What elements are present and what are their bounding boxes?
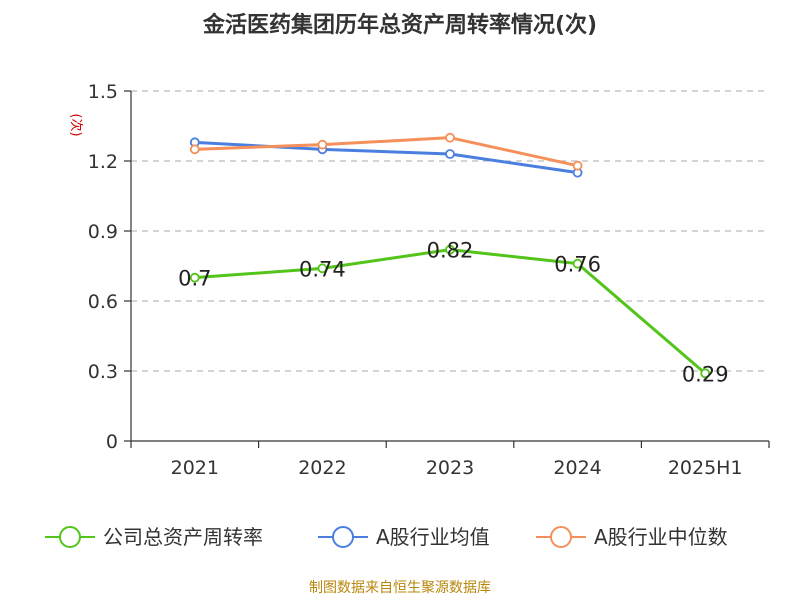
data-point[interactable] — [189, 144, 200, 155]
legend-item-0[interactable]: 公司总资产周转率 — [45, 525, 263, 549]
series-line — [194, 136, 578, 168]
axes: 0 0.3 0.6 0.9 1.2 1.5 2021 2022 2023 2024 2025H1 — [88, 81, 770, 479]
data-label: 0.74 — [299, 257, 346, 281]
data-point[interactable] — [317, 139, 328, 150]
data-point[interactable] — [572, 258, 583, 269]
x-tick-label: 2024 — [553, 457, 601, 479]
data-label: 0.76 — [554, 253, 601, 277]
data-point[interactable] — [189, 272, 200, 283]
y-tick-label: 1.5 — [88, 81, 118, 103]
chart-title: 金活医药集团历年总资产周转率情况(次) — [202, 12, 597, 38]
y-axis-label: (次) — [68, 113, 84, 136]
legend-swatch-marker — [59, 526, 81, 548]
legend-label: A股行业中位数 — [594, 525, 728, 549]
data-point[interactable] — [445, 244, 455, 255]
legend-item-2[interactable]: A股行业中位数 — [536, 525, 728, 549]
x-tick-label: 2025H1 — [668, 457, 743, 479]
x-tick-label: 2021 — [171, 457, 219, 479]
legend-label: 公司总资产周转率 — [103, 525, 263, 549]
y-tick-label: 0.9 — [88, 221, 118, 243]
y-tick-label: 0.3 — [88, 361, 118, 383]
legend[interactable]: 公司总资产周转率 A股行业均值 A股行业中位数 — [45, 525, 728, 549]
series-2 — [189, 132, 583, 171]
data-label: 0.7 — [178, 267, 211, 291]
data-point[interactable] — [445, 149, 455, 159]
legend-swatch-marker — [550, 526, 572, 548]
legend-swatch-marker — [332, 526, 354, 548]
y-tick-label: 0.6 — [88, 291, 118, 313]
series-line — [194, 248, 707, 375]
data-label: 0.29 — [682, 362, 729, 386]
data-point[interactable] — [317, 263, 328, 274]
x-tick-label: 2022 — [298, 457, 346, 479]
y-tick-label: 1.2 — [88, 151, 118, 173]
data-source: 制图数据来自恒生聚源数据库 — [309, 580, 491, 596]
data-label: 0.82 — [427, 239, 474, 263]
legend-label: A股行业均值 — [376, 525, 490, 549]
series-0 — [189, 244, 711, 379]
gridlines — [131, 90, 769, 372]
data-point[interactable] — [445, 132, 455, 143]
data-labels: 0.7 0.74 0.82 0.76 0.29 — [178, 239, 728, 387]
series-1 — [189, 137, 583, 178]
data-point[interactable] — [572, 160, 583, 171]
legend-item-1[interactable]: A股行业均值 — [318, 525, 490, 549]
x-tick-label: 2023 — [426, 457, 474, 479]
y-tick-label: 0 — [106, 431, 118, 453]
series-group — [189, 132, 711, 379]
data-point[interactable] — [700, 368, 711, 379]
